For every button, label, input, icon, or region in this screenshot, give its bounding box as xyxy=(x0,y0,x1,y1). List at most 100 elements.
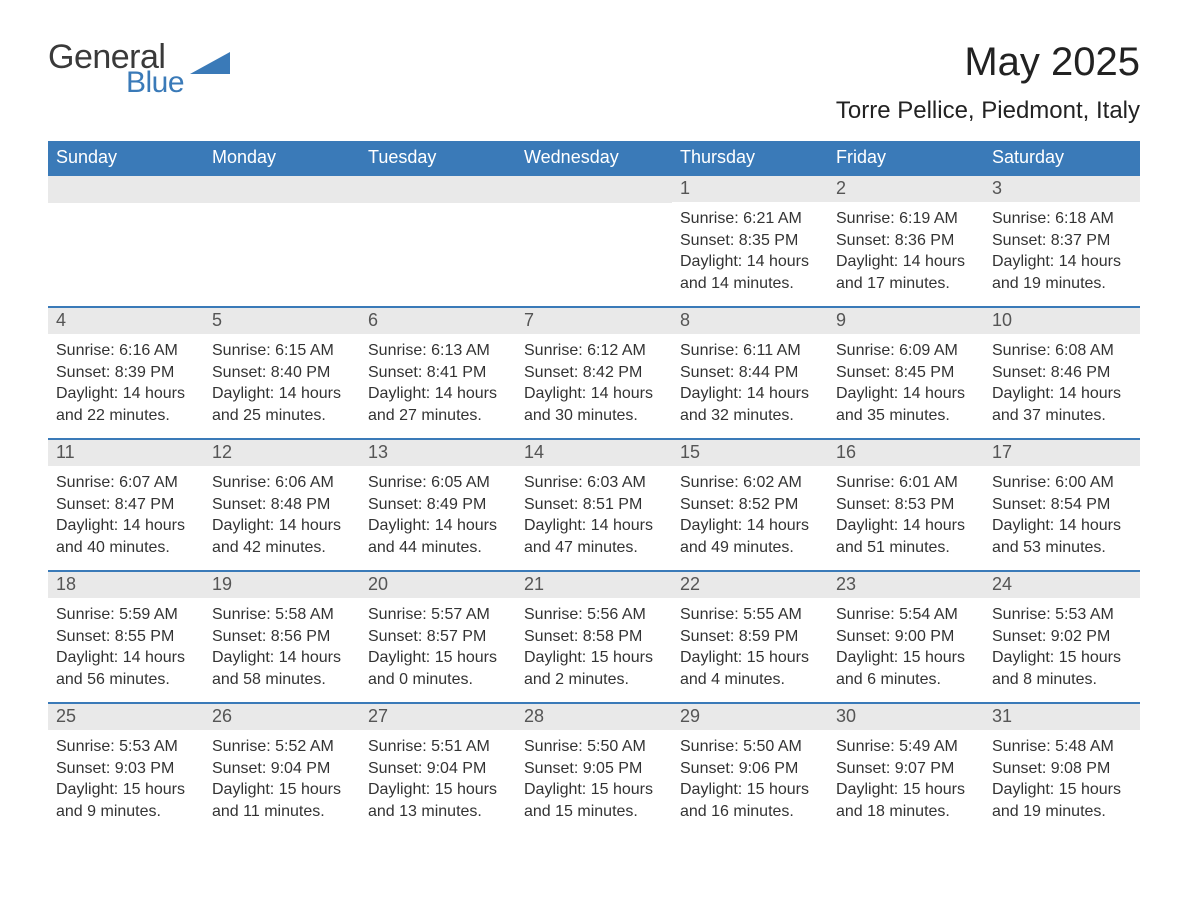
daylight-line: Daylight: 14 hours and 22 minutes. xyxy=(56,383,196,426)
week-row: 11Sunrise: 6:07 AMSunset: 8:47 PMDayligh… xyxy=(48,438,1140,570)
day-cell xyxy=(516,176,672,306)
sunrise-line: Sunrise: 5:48 AM xyxy=(992,736,1132,758)
sunset-line: Sunset: 8:46 PM xyxy=(992,362,1132,384)
day-cell: 20Sunrise: 5:57 AMSunset: 8:57 PMDayligh… xyxy=(360,572,516,702)
day-cell: 8Sunrise: 6:11 AMSunset: 8:44 PMDaylight… xyxy=(672,308,828,438)
empty-day-header xyxy=(204,176,360,203)
sunrise-line: Sunrise: 6:11 AM xyxy=(680,340,820,362)
day-number: 21 xyxy=(516,572,672,598)
sunrise-line: Sunrise: 6:15 AM xyxy=(212,340,352,362)
daylight-line: Daylight: 15 hours and 4 minutes. xyxy=(680,647,820,690)
day-number: 23 xyxy=(828,572,984,598)
sunset-line: Sunset: 9:08 PM xyxy=(992,758,1132,780)
sunset-line: Sunset: 8:47 PM xyxy=(56,494,196,516)
sunrise-line: Sunrise: 6:07 AM xyxy=(56,472,196,494)
daylight-line: Daylight: 15 hours and 6 minutes. xyxy=(836,647,976,690)
sunset-line: Sunset: 8:44 PM xyxy=(680,362,820,384)
sunset-line: Sunset: 9:04 PM xyxy=(212,758,352,780)
day-number: 14 xyxy=(516,440,672,466)
logo-text: General Blue xyxy=(48,40,184,98)
day-number: 20 xyxy=(360,572,516,598)
sunset-line: Sunset: 8:51 PM xyxy=(524,494,664,516)
day-number: 6 xyxy=(360,308,516,334)
day-body: Sunrise: 6:09 AMSunset: 8:45 PMDaylight:… xyxy=(828,334,984,432)
day-cell: 10Sunrise: 6:08 AMSunset: 8:46 PMDayligh… xyxy=(984,308,1140,438)
daylight-line: Daylight: 14 hours and 40 minutes. xyxy=(56,515,196,558)
day-cell: 29Sunrise: 5:50 AMSunset: 9:06 PMDayligh… xyxy=(672,704,828,834)
daylight-line: Daylight: 15 hours and 16 minutes. xyxy=(680,779,820,822)
day-cell: 9Sunrise: 6:09 AMSunset: 8:45 PMDaylight… xyxy=(828,308,984,438)
weekday-header-row: SundayMondayTuesdayWednesdayThursdayFrid… xyxy=(48,141,1140,176)
daylight-line: Daylight: 14 hours and 14 minutes. xyxy=(680,251,820,294)
day-cell xyxy=(204,176,360,306)
day-cell: 1Sunrise: 6:21 AMSunset: 8:35 PMDaylight… xyxy=(672,176,828,306)
empty-day-header xyxy=(360,176,516,203)
day-cell: 18Sunrise: 5:59 AMSunset: 8:55 PMDayligh… xyxy=(48,572,204,702)
day-cell: 16Sunrise: 6:01 AMSunset: 8:53 PMDayligh… xyxy=(828,440,984,570)
sunset-line: Sunset: 8:53 PM xyxy=(836,494,976,516)
location-text: Torre Pellice, Piedmont, Italy xyxy=(836,97,1140,125)
logo-blue-text: Blue xyxy=(126,68,184,98)
empty-day-header xyxy=(516,176,672,203)
sunset-line: Sunset: 8:58 PM xyxy=(524,626,664,648)
daylight-line: Daylight: 14 hours and 19 minutes. xyxy=(992,251,1132,294)
weekday-header: Monday xyxy=(204,141,360,176)
day-body: Sunrise: 5:53 AMSunset: 9:02 PMDaylight:… xyxy=(984,598,1140,696)
day-number: 15 xyxy=(672,440,828,466)
day-cell: 30Sunrise: 5:49 AMSunset: 9:07 PMDayligh… xyxy=(828,704,984,834)
day-number: 28 xyxy=(516,704,672,730)
day-cell: 15Sunrise: 6:02 AMSunset: 8:52 PMDayligh… xyxy=(672,440,828,570)
day-number: 9 xyxy=(828,308,984,334)
sunrise-line: Sunrise: 5:56 AM xyxy=(524,604,664,626)
sunset-line: Sunset: 9:04 PM xyxy=(368,758,508,780)
day-body: Sunrise: 6:16 AMSunset: 8:39 PMDaylight:… xyxy=(48,334,204,432)
weekday-header: Saturday xyxy=(984,141,1140,176)
sunrise-line: Sunrise: 6:01 AM xyxy=(836,472,976,494)
sunset-line: Sunset: 9:00 PM xyxy=(836,626,976,648)
day-number: 3 xyxy=(984,176,1140,202)
sunset-line: Sunset: 8:48 PM xyxy=(212,494,352,516)
sunset-line: Sunset: 8:49 PM xyxy=(368,494,508,516)
logo: General Blue xyxy=(48,40,230,98)
day-cell: 7Sunrise: 6:12 AMSunset: 8:42 PMDaylight… xyxy=(516,308,672,438)
daylight-line: Daylight: 14 hours and 56 minutes. xyxy=(56,647,196,690)
weeks-container: 1Sunrise: 6:21 AMSunset: 8:35 PMDaylight… xyxy=(48,176,1140,834)
day-cell: 2Sunrise: 6:19 AMSunset: 8:36 PMDaylight… xyxy=(828,176,984,306)
day-number: 11 xyxy=(48,440,204,466)
daylight-line: Daylight: 15 hours and 11 minutes. xyxy=(212,779,352,822)
day-cell: 24Sunrise: 5:53 AMSunset: 9:02 PMDayligh… xyxy=(984,572,1140,702)
day-body: Sunrise: 5:50 AMSunset: 9:06 PMDaylight:… xyxy=(672,730,828,828)
day-body: Sunrise: 5:48 AMSunset: 9:08 PMDaylight:… xyxy=(984,730,1140,828)
sunset-line: Sunset: 8:39 PM xyxy=(56,362,196,384)
daylight-line: Daylight: 15 hours and 8 minutes. xyxy=(992,647,1132,690)
sunset-line: Sunset: 8:35 PM xyxy=(680,230,820,252)
day-number: 4 xyxy=(48,308,204,334)
weekday-header: Thursday xyxy=(672,141,828,176)
header: General Blue May 2025 Torre Pellice, Pie… xyxy=(48,40,1140,125)
day-number: 13 xyxy=(360,440,516,466)
sunset-line: Sunset: 8:55 PM xyxy=(56,626,196,648)
day-cell: 17Sunrise: 6:00 AMSunset: 8:54 PMDayligh… xyxy=(984,440,1140,570)
sunrise-line: Sunrise: 6:09 AM xyxy=(836,340,976,362)
daylight-line: Daylight: 14 hours and 17 minutes. xyxy=(836,251,976,294)
sunset-line: Sunset: 8:40 PM xyxy=(212,362,352,384)
sunrise-line: Sunrise: 6:06 AM xyxy=(212,472,352,494)
sunset-line: Sunset: 8:57 PM xyxy=(368,626,508,648)
day-cell: 13Sunrise: 6:05 AMSunset: 8:49 PMDayligh… xyxy=(360,440,516,570)
day-number: 29 xyxy=(672,704,828,730)
day-cell xyxy=(48,176,204,306)
sunrise-line: Sunrise: 5:50 AM xyxy=(680,736,820,758)
day-number: 19 xyxy=(204,572,360,598)
day-body: Sunrise: 6:01 AMSunset: 8:53 PMDaylight:… xyxy=(828,466,984,564)
calendar: SundayMondayTuesdayWednesdayThursdayFrid… xyxy=(48,141,1140,834)
day-cell: 27Sunrise: 5:51 AMSunset: 9:04 PMDayligh… xyxy=(360,704,516,834)
weekday-header: Sunday xyxy=(48,141,204,176)
day-number: 10 xyxy=(984,308,1140,334)
daylight-line: Daylight: 14 hours and 53 minutes. xyxy=(992,515,1132,558)
day-number: 18 xyxy=(48,572,204,598)
sunset-line: Sunset: 8:59 PM xyxy=(680,626,820,648)
sunrise-line: Sunrise: 5:52 AM xyxy=(212,736,352,758)
sunset-line: Sunset: 8:41 PM xyxy=(368,362,508,384)
sunrise-line: Sunrise: 6:12 AM xyxy=(524,340,664,362)
day-number: 30 xyxy=(828,704,984,730)
